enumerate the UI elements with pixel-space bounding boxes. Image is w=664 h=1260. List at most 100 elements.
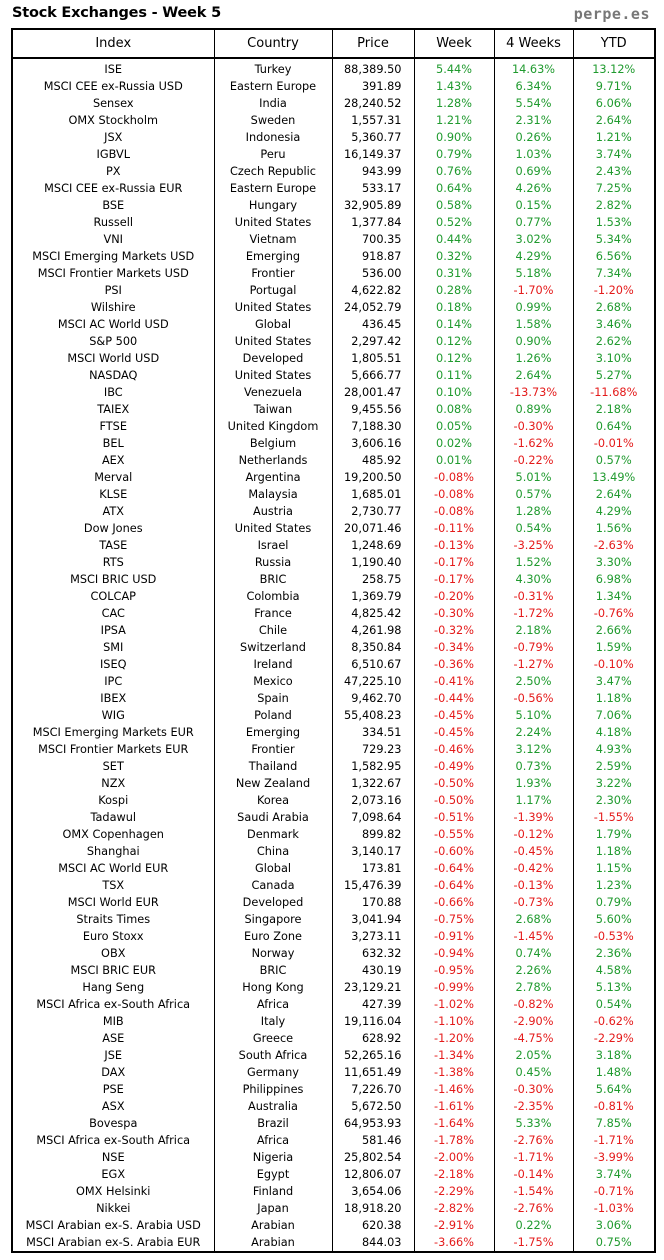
cell-index: Nikkei [11, 1200, 215, 1217]
cell-ytd: -0.81% [572, 1098, 656, 1115]
cell-ytd: 2.18% [572, 401, 656, 418]
table-row: S&P 500 United States 2,297.42 0.12% 0.90% 2.… [11, 333, 656, 350]
cell-ytd: 2.36% [572, 945, 656, 962]
cell-week: -0.95% [413, 962, 495, 979]
cell-price: 1,557.31 [331, 112, 415, 129]
cell-4-weeks: -1.45% [493, 928, 574, 945]
cell-country: Canada [213, 877, 333, 894]
cell-ytd: 6.98% [572, 571, 656, 588]
cell-ytd: 0.79% [572, 894, 656, 911]
cell-week: -0.55% [413, 826, 495, 843]
cell-ytd: -0.10% [572, 656, 656, 673]
cell-price: 5,360.77 [331, 129, 415, 146]
cell-week: -0.46% [413, 741, 495, 758]
cell-ytd: 3.46% [572, 316, 656, 333]
cell-country: New Zealand [213, 775, 333, 792]
cell-4-weeks: 0.89% [493, 401, 574, 418]
cell-index: VNI [11, 231, 215, 248]
cell-country: Israel [213, 537, 333, 554]
cell-week: -0.45% [413, 724, 495, 741]
cell-country: Philippines [213, 1081, 333, 1098]
cell-4-weeks: -0.31% [493, 588, 574, 605]
cell-ytd: 7.25% [572, 180, 656, 197]
column-header-country: Country [213, 29, 333, 59]
cell-price: 1,377.84 [331, 214, 415, 231]
cell-index: MSCI CEE ex-Russia USD [11, 78, 215, 95]
cell-country: South Africa [213, 1047, 333, 1064]
cell-week: -1.20% [413, 1030, 495, 1047]
cell-ytd: -1.71% [572, 1132, 656, 1149]
cell-ytd: 7.34% [572, 265, 656, 282]
page-header: Stock Exchanges - Week 5 perpe.es [0, 0, 664, 28]
cell-index: Euro Stoxx [11, 928, 215, 945]
cell-ytd: 1.18% [572, 690, 656, 707]
cell-4-weeks: 3.02% [493, 231, 574, 248]
cell-country: Japan [213, 1200, 333, 1217]
cell-4-weeks: -1.39% [493, 809, 574, 826]
cell-country: United Kingdom [213, 418, 333, 435]
cell-country: Singapore [213, 911, 333, 928]
cell-week: -0.34% [413, 639, 495, 656]
table-row: Sensex India 28,240.52 1.28% 5.54% 6.06% [11, 95, 656, 112]
table-row: Dow Jones United States 20,071.46 -0.11% 0.5… [11, 520, 656, 537]
table-row: COLCAP Colombia 1,369.79 -0.20% -0.31% 1.34% [11, 588, 656, 605]
cell-price: 55,408.23 [331, 707, 415, 724]
cell-country: Spain [213, 690, 333, 707]
cell-country: Frontier [213, 741, 333, 758]
column-header-price: Price [331, 29, 415, 59]
table-row: ASX Australia 5,672.50 -1.61% -2.35% -0.81% [11, 1098, 656, 1115]
cell-price: 2,730.77 [331, 503, 415, 520]
cell-price: 28,240.52 [331, 95, 415, 112]
table-row: IPC Mexico 47,225.10 -0.41% 2.50% 3.47% [11, 673, 656, 690]
cell-week: -0.50% [413, 792, 495, 809]
cell-index: MSCI BRIC EUR [11, 962, 215, 979]
cell-4-weeks: 4.29% [493, 248, 574, 265]
table-body: ISE Turkey 88,389.50 5.44% 14.63% 13.12% MSCI … [11, 58, 656, 1252]
cell-index: IGBVL [11, 146, 215, 163]
cell-ytd: 4.18% [572, 724, 656, 741]
cell-4-weeks: 2.50% [493, 673, 574, 690]
cell-index: Kospi [11, 792, 215, 809]
cell-week: -0.11% [413, 520, 495, 537]
table-row: MSCI Africa ex-South Africa Africa 581.46-… [11, 1132, 656, 1149]
cell-4-weeks: 0.99% [493, 299, 574, 316]
cell-week: -0.66% [413, 894, 495, 911]
cell-price: 5,672.50 [331, 1098, 415, 1115]
cell-index: MSCI AC World EUR [11, 860, 215, 877]
cell-4-weeks: 5.18% [493, 265, 574, 282]
table-row: MSCI BRIC USD BRIC 258.75 -0.17% 4.30% 6.98% [11, 571, 656, 588]
cell-4-weeks: 2.26% [493, 962, 574, 979]
cell-ytd: -3.99% [572, 1149, 656, 1166]
cell-week: -0.32% [413, 622, 495, 639]
cell-week: 0.52% [413, 214, 495, 231]
cell-country: Developed [213, 350, 333, 367]
cell-index: Sensex [11, 95, 215, 112]
cell-country: United States [213, 299, 333, 316]
cell-country: Finland [213, 1183, 333, 1200]
cell-week: 0.31% [413, 265, 495, 282]
table-row: MSCI CEE ex-Russia USD Eastern Europe 391.… [11, 78, 656, 95]
cell-ytd: -2.29% [572, 1030, 656, 1047]
cell-ytd: -2.63% [572, 537, 656, 554]
cell-ytd: 2.66% [572, 622, 656, 639]
cell-week: -0.36% [413, 656, 495, 673]
cell-ytd: 1.56% [572, 520, 656, 537]
table-row: Shanghai China 3,140.17 -0.60% -0.45% 1.18% [11, 843, 656, 860]
table-row: SMI Switzerland 8,350.84 -0.34% -0.79% 1.59% [11, 639, 656, 656]
cell-4-weeks: -0.79% [493, 639, 574, 656]
cell-price: 9,462.70 [331, 690, 415, 707]
table-row: MSCI Arabian ex-S. Arabia EUR Arabian 844.… [11, 1234, 656, 1252]
cell-price: 28,001.47 [331, 384, 415, 401]
cell-index: OMX Copenhagen [11, 826, 215, 843]
cell-price: 3,140.17 [331, 843, 415, 860]
cell-country: Belgium [213, 435, 333, 452]
table-row: IGBVL Peru 16,149.37 0.79% 1.03% 3.74% [11, 146, 656, 163]
cell-week: -0.08% [413, 503, 495, 520]
table-row: MSCI Emerging Markets USD Emerging 918.87 0… [11, 248, 656, 265]
cell-index: MSCI World USD [11, 350, 215, 367]
cell-ytd: 1.23% [572, 877, 656, 894]
cell-country: Thailand [213, 758, 333, 775]
table-row: PX Czech Republic 943.99 0.76% 0.69% 2.43% [11, 163, 656, 180]
table-row: MSCI Emerging Markets EUR Emerging 334.51-… [11, 724, 656, 741]
cell-country: Vietnam [213, 231, 333, 248]
